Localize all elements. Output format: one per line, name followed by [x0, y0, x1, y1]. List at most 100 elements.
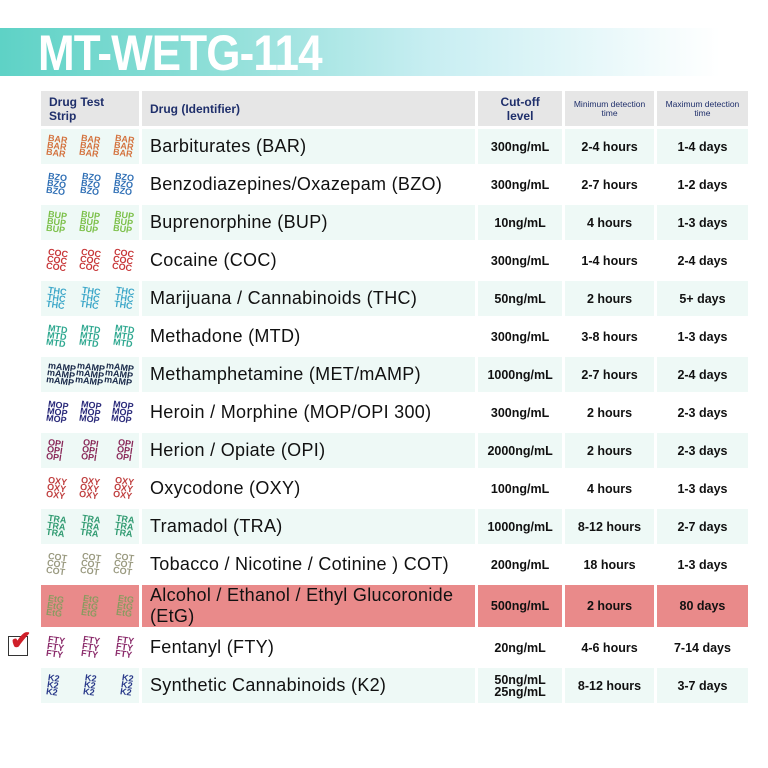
strip-label-icon: OXY OXY OXY — [112, 475, 134, 502]
strip-label-icon: OXY OXY OXY — [79, 475, 101, 501]
strip-code: OPI — [45, 450, 63, 463]
table-row: BAR BAR BAR BAR BAR BAR BAR BAR BAR Barbiturates… — [41, 129, 748, 164]
drug-test-strip: BZO BZO BZO BZO BZO BZO BZO BZO BZO — [41, 167, 139, 202]
table-row: OPI OPI OPI OPI OPI OPI OPI OPI OPI Herion / Opi… — [41, 433, 748, 468]
min-detection: 8-12 hours — [565, 668, 654, 703]
strip-label-icon: THC THC THC — [79, 285, 101, 312]
drug-test-strip: mAMP mAMP mAMP mAMP mAMP mAMP mAMP mAMP mAMP — [41, 357, 139, 392]
strip-label-icon: COC COC COC — [45, 247, 68, 274]
max-detection: 2-4 days — [656, 357, 748, 392]
strip-label-icon: mAMP mAMP mAMP — [45, 360, 77, 388]
drug-test-strip: COT COT COT COT COT COT COT COT COT — [41, 547, 139, 582]
cutoff-level: 200ng/mL — [490, 557, 550, 572]
strip-code: BUP — [45, 222, 66, 236]
checkmark-icon: ✔ — [10, 625, 32, 655]
cutoff-level: 50ng/mL 25ng/mL — [478, 668, 563, 703]
strip-label-icon: MOP MOP MOP — [111, 399, 135, 426]
header-drug: Drug (Identifier) — [142, 91, 476, 126]
strip-label-icon: BZO BZO BZO — [112, 171, 134, 198]
min-detection: 4 hours — [586, 481, 633, 496]
cutoff-level: 1000ng/mL — [478, 357, 563, 392]
strip-code: OXY — [112, 488, 133, 502]
strip-code: FTY — [79, 647, 99, 661]
strip-label-icon: BAR BAR BAR — [111, 133, 135, 160]
drug-name: Alcohol / Ethanol / Ethyl Glucoronide (E… — [142, 585, 476, 627]
drug-name: Synthetic Cannabinoids (K2) — [142, 668, 476, 703]
strip-code: BUP — [78, 222, 100, 236]
strip-code: K2 — [45, 686, 59, 698]
table-row: BZO BZO BZO BZO BZO BZO BZO BZO BZO Benzodiazepi… — [41, 167, 748, 202]
strip-label-icon: THC THC THC — [45, 285, 67, 312]
strip-code: THC — [45, 298, 66, 312]
strip-code: COC — [45, 260, 67, 274]
strip-code: mAMP — [45, 374, 75, 388]
strip-code: BZO — [112, 184, 133, 198]
drug-test-strip: BUP BUP BUP BUP BUP BUP BUP BUP BUP — [41, 205, 139, 240]
max-detection: 5+ days — [656, 281, 748, 316]
strip-code: mAMP — [103, 374, 133, 388]
cutoff-level: 1000ng/mL — [478, 509, 563, 544]
strip-label-icon: mAMP mAMP mAMP — [103, 360, 135, 388]
strip-code: OXY — [45, 488, 66, 502]
strip-label-icon: OXY OXY OXY — [45, 475, 67, 502]
drug-test-strip: K2 K2 K2 K2 K2 K2 K2 K2 K2 — [41, 668, 139, 703]
header-cutoff: Cut-off level — [478, 91, 563, 126]
min-detection: 2-4 hours — [565, 129, 654, 164]
table-row: FTY FTY FTY FTY FTY FTY FTY FTY FTY Fentanyl (FT… — [41, 630, 748, 665]
strip-code: COC — [78, 260, 100, 274]
min-detection: 8-12 hours — [565, 509, 654, 544]
drug-table: Drug Test Strip Drug (Identifier) Cut-of… — [38, 88, 751, 706]
strip-code: TRA — [45, 526, 66, 540]
strip-label-icon: K2 K2 K2 — [45, 672, 60, 698]
strip-label-icon: MTD MTD MTD — [78, 323, 102, 350]
table-row: THC THC THC THC THC THC THC THC THC Marijuana / … — [41, 281, 748, 316]
max-detection: 2-4 days — [677, 253, 728, 268]
drug-test-strip: MOP MOP MOP MOP MOP MOP MOP MOP MOP — [41, 395, 139, 430]
strip-label-icon: MOP MOP MOP — [45, 399, 69, 426]
strip-label-icon: EtG EtG EtG — [45, 593, 64, 619]
strip-code: BAR — [45, 146, 67, 160]
drug-name: Tramadol (TRA) — [142, 509, 476, 544]
strip-code: BZO — [45, 184, 66, 198]
strip-label-icon: FTY FTY FTY — [114, 634, 134, 661]
strip-code: MTD — [111, 336, 133, 350]
drug-name: Barbiturates (BAR) — [142, 129, 476, 164]
min-detection: 4 hours — [565, 205, 654, 240]
drug-test-strip: TRA TRA TRA TRA TRA TRA TRA TRA TRA — [41, 509, 139, 544]
title-band — [0, 28, 720, 76]
strip-label-icon: mAMP mAMP mAMP — [74, 360, 106, 388]
drug-name: Herion / Opiate (OPI) — [142, 433, 476, 468]
strip-code: mAMP — [74, 374, 104, 388]
min-detection: 2-7 hours — [565, 357, 654, 392]
strip-code: MTD — [78, 336, 100, 350]
table-row: COC COC COC COC COC COC COC COC COC Cocaine (COC… — [41, 243, 748, 278]
header-min: Minimum detection time — [565, 91, 654, 126]
strip-label-icon: COC COC COC — [78, 247, 101, 274]
min-detection: 2 hours — [586, 405, 633, 420]
strip-label-icon: COC COC COC — [111, 247, 134, 274]
strip-code: K2 — [82, 686, 96, 698]
table-row: BUP BUP BUP BUP BUP BUP BUP BUP BUP Buprenorphin… — [41, 205, 748, 240]
drug-test-strip: MTD MTD MTD MTD MTD MTD MTD MTD MTD — [41, 319, 139, 354]
min-detection: 2-7 hours — [581, 177, 638, 192]
table-row: EtG EtG EtG EtG EtG EtG EtG EtG EtG Alcohol / Et… — [41, 585, 748, 627]
max-detection: 7-14 days — [673, 640, 731, 655]
max-detection: 1-3 days — [677, 481, 728, 496]
cutoff-level: 300ng/mL — [490, 177, 550, 192]
strip-code: THC — [79, 298, 99, 312]
strip-label-icon: MTD MTD MTD — [45, 323, 68, 349]
drug-name: Oxycodone (OXY) — [150, 478, 301, 498]
cutoff-level: 20ng/mL — [494, 640, 546, 655]
strip-code: BZO — [78, 184, 100, 198]
strip-code: BAR — [111, 146, 133, 160]
strip-label-icon: BUP BUP BUP — [78, 209, 101, 236]
header-max: Maximum detection time — [656, 91, 748, 126]
min-detection: 2 hours — [565, 585, 654, 627]
strip-label-icon: OPI OPI OPI — [81, 437, 100, 463]
cutoff-level: 300ng/mL — [490, 253, 550, 268]
strip-code: EtG — [80, 606, 98, 619]
strip-code: FTY — [114, 647, 133, 661]
strip-label-icon: MOP MOP MOP — [78, 399, 102, 426]
strip-label-icon: OPI OPI OPI — [116, 437, 135, 463]
max-detection: 3-7 days — [656, 668, 748, 703]
